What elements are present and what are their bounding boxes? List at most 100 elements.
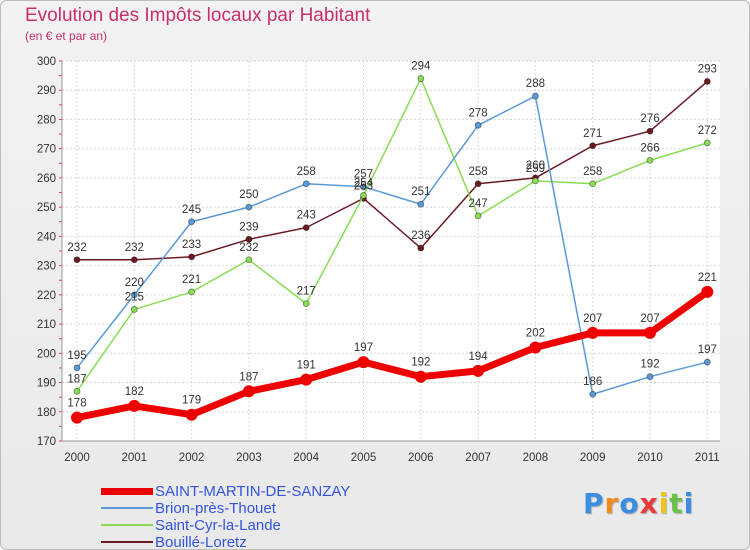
y-tick-label: 270 (37, 144, 56, 156)
x-tick-label: 2007 (465, 452, 491, 464)
data-point (73, 387, 81, 395)
axes: 170 180 190 200 210 220 230 240 250 260 270 280 290 3… (37, 56, 720, 464)
data-label: 259 (526, 163, 545, 175)
logo-letter: x (639, 487, 659, 520)
series-line-4 (76, 80, 709, 261)
chart-title: Evolution des Impôts locaux par Habitant (25, 5, 371, 26)
data-point (417, 200, 425, 208)
data-point (417, 75, 425, 82)
data-point (245, 235, 253, 243)
data-label: 278 (469, 107, 488, 119)
data-label: 266 (640, 142, 659, 154)
data-label: 233 (182, 239, 201, 251)
data-label: 186 (583, 376, 602, 388)
data-point (701, 285, 714, 298)
logo-letter: i (683, 487, 695, 520)
data-label: 217 (297, 286, 316, 298)
legend-item: Brion-près-Thouet (101, 500, 431, 517)
data-label: 254 (354, 177, 374, 189)
data-point (188, 288, 196, 296)
legend-swatch (101, 488, 153, 495)
data-label: 192 (640, 359, 659, 371)
data-label: 220 (125, 277, 144, 289)
x-tick-label: 2011 (695, 452, 720, 464)
x-tick-label: 2010 (637, 452, 663, 464)
legend-item: Saint-Cyr-la-Lande (101, 517, 431, 534)
data-point (245, 203, 253, 211)
data-label: 207 (583, 313, 602, 325)
data-point (417, 244, 425, 252)
x-tick-label: 2001 (122, 452, 148, 464)
data-label: 288 (526, 78, 545, 90)
data-point (414, 370, 427, 383)
legend-label: Brion-près-Thouet (155, 500, 276, 517)
data-label: 178 (67, 398, 86, 410)
y-tick-label: 230 (37, 261, 56, 273)
plot-area (62, 61, 720, 441)
data-label: 293 (698, 63, 717, 75)
data-label: 251 (411, 186, 430, 198)
data-point (646, 156, 654, 164)
x-tick-label: 2006 (408, 452, 434, 464)
legend-item: Bouillé-Loretz (101, 534, 431, 550)
data-label: 276 (640, 113, 659, 125)
data-label: 194 (469, 351, 489, 363)
data-point (357, 356, 370, 369)
logo-letter: t (669, 487, 684, 520)
data-point (302, 180, 310, 188)
y-tick-label: 210 (37, 319, 56, 331)
y-tick-label: 220 (37, 290, 56, 302)
data-point (644, 326, 656, 339)
data-label: 232 (67, 242, 86, 254)
data-label: 271 (583, 128, 602, 140)
legend: SAINT-MARTIN-DE-SANZAY Brion-près-Thouet S… (101, 483, 431, 550)
data-point (242, 385, 255, 398)
data-point (130, 291, 138, 299)
legend-item: SAINT-MARTIN-DE-SANZAY (101, 483, 431, 500)
data-point (245, 256, 253, 264)
data-label: 197 (354, 342, 373, 354)
data-point (589, 180, 597, 188)
legend-swatch (101, 541, 153, 543)
y-tick-label: 180 (37, 407, 56, 419)
data-point (73, 256, 81, 264)
data-label: 258 (583, 166, 602, 178)
data-point (472, 364, 485, 377)
x-tick-label: 2004 (293, 452, 319, 464)
y-tick-label: 300 (37, 56, 56, 68)
data-label: 258 (297, 166, 316, 178)
series-line-2 (76, 95, 709, 395)
x-tick-label: 2000 (64, 452, 90, 464)
data-label: 272 (698, 125, 717, 137)
data-label: 202 (526, 327, 545, 339)
data-label: 258 (469, 166, 488, 178)
y-tick-label: 250 (37, 202, 56, 214)
data-point (589, 142, 597, 150)
data-label: 253 (354, 180, 373, 192)
data-label: 207 (640, 313, 659, 325)
data-label: 187 (239, 371, 258, 383)
x-tick-label: 2009 (580, 452, 606, 464)
data-point (474, 212, 482, 220)
legend-swatch (101, 524, 153, 526)
x-tick-label: 2005 (351, 452, 377, 464)
data-label: 260 (526, 160, 545, 172)
series-line-3 (76, 77, 709, 393)
data-point (646, 127, 654, 135)
data-point (703, 139, 711, 147)
legend-label: Bouillé-Loretz (155, 534, 247, 550)
data-point (589, 390, 597, 398)
data-point (703, 78, 711, 85)
data-label: 191 (297, 360, 316, 372)
data-label: 221 (182, 274, 201, 286)
y-tick-label: 190 (37, 378, 56, 390)
legend-swatch (101, 507, 153, 509)
y-tick-label: 260 (37, 173, 56, 185)
y-tick-label: 280 (37, 114, 56, 126)
data-point (302, 300, 310, 308)
data-point (474, 121, 482, 129)
data-point (532, 92, 539, 100)
data-point (532, 177, 539, 185)
x-tick-label: 2002 (179, 452, 205, 464)
